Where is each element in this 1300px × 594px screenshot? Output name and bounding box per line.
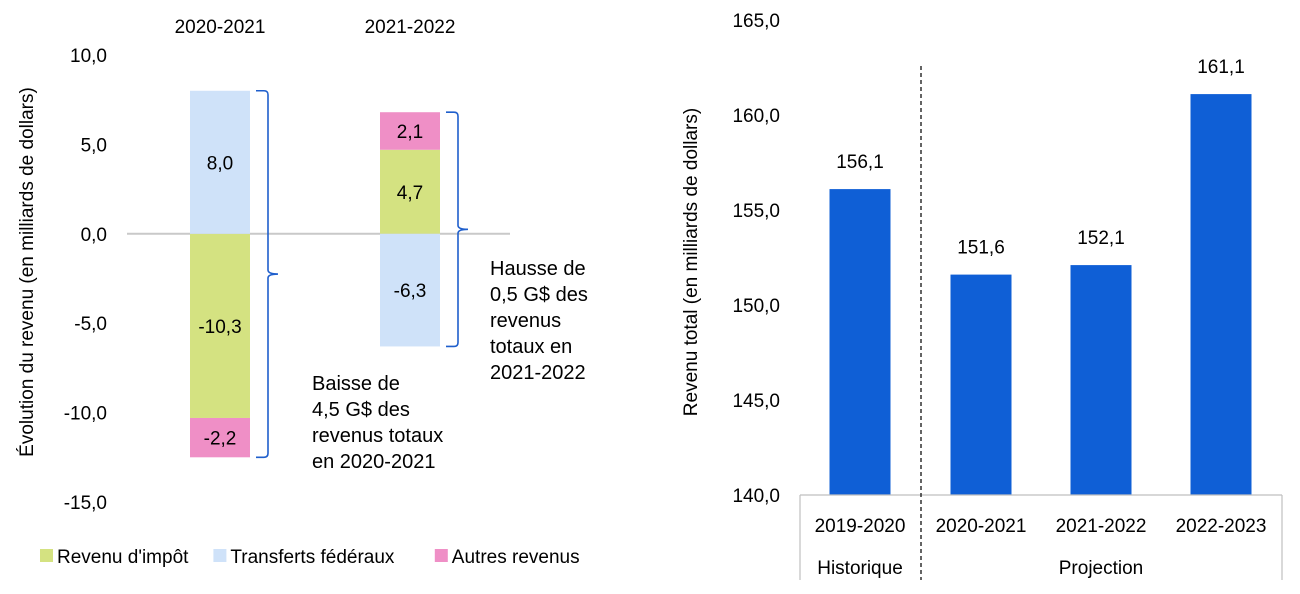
right-bar xyxy=(829,189,891,495)
left-y-tick-label: 0,0 xyxy=(81,225,107,246)
left-y-tick-label: 10,0 xyxy=(70,46,107,67)
legend-label: Revenu d'impôt xyxy=(57,547,189,568)
group-label: Historique xyxy=(817,558,903,579)
left-chart: Évolution du revenu (en milliards de dol… xyxy=(17,17,588,568)
right-y-axis-title: Revenu total (en milliards de dollars) xyxy=(681,108,702,416)
left-y-tick-label: -15,0 xyxy=(64,493,107,514)
left-segment-value-label: 2,1 xyxy=(397,122,423,143)
left-segment-value-label: 8,0 xyxy=(207,153,233,174)
left-segment-value-label: -6,3 xyxy=(394,281,427,302)
right-y-tick-label: 145,0 xyxy=(732,391,780,412)
left-bar-segment xyxy=(190,90,250,234)
left-segment-value-label: -10,3 xyxy=(198,317,241,338)
right-x-tick-label: 2020-2021 xyxy=(936,516,1027,537)
left-y-tick-label: -10,0 xyxy=(64,404,107,425)
legend-swatch xyxy=(434,549,448,562)
annotation-brace xyxy=(446,111,469,348)
annotation-text-line: Hausse de xyxy=(490,258,586,280)
right-bar-value-label: 156,1 xyxy=(836,152,884,173)
annotation-text-line: en 2020-2021 xyxy=(312,451,435,473)
right-bar-value-label: 152,1 xyxy=(1077,228,1125,249)
annotation-text-line: revenus totaux xyxy=(312,425,443,447)
left-segment-value-label: -2,2 xyxy=(204,429,237,450)
right-y-tick-label: 155,0 xyxy=(732,201,780,222)
left-y-tick-label: -5,0 xyxy=(74,314,107,335)
right-y-tick-label: 165,0 xyxy=(732,11,780,32)
annotation-text-line: 0,5 G$ des xyxy=(490,284,588,306)
legend-swatch xyxy=(40,549,53,562)
right-y-tick-label: 160,0 xyxy=(732,106,780,127)
left-y-tick-label: 5,0 xyxy=(81,135,107,156)
annotation-brace xyxy=(256,89,279,459)
right-bar xyxy=(1070,265,1132,495)
right-y-tick-label: 140,0 xyxy=(732,486,780,507)
right-x-tick-label: 2021-2022 xyxy=(1056,516,1147,537)
right-bar-value-label: 151,6 xyxy=(957,238,1005,259)
legend-swatch xyxy=(213,549,227,562)
right-x-tick-label: 2022-2023 xyxy=(1176,516,1267,537)
legend-label: Autres revenus xyxy=(452,547,580,568)
annotation-text-line: 4,5 G$ des xyxy=(312,399,410,421)
annotation-text-line: totaux en xyxy=(490,336,572,358)
left-category-label: 2020-2021 xyxy=(175,17,266,38)
left-bar-segment xyxy=(190,233,250,418)
annotation-text-line: 2021-2022 xyxy=(490,362,586,384)
legend-label: Transferts fédéraux xyxy=(230,547,395,568)
right-chart: Revenu total (en milliards de dollars) 1… xyxy=(681,11,1283,580)
annotation-text-line: Baisse de xyxy=(312,373,400,395)
right-bar xyxy=(1190,94,1252,495)
left-bar-segment xyxy=(380,149,440,234)
right-x-tick-label: 2019-2020 xyxy=(815,516,906,537)
annotation-text-line: revenus xyxy=(490,310,561,332)
left-segment-value-label: 4,7 xyxy=(397,183,423,204)
left-bar-segment xyxy=(190,417,250,458)
left-category-label: 2021-2022 xyxy=(365,17,456,38)
left-bar-segment xyxy=(380,112,440,150)
left-bar-segment xyxy=(380,233,440,347)
group-label: Projection xyxy=(1059,558,1144,579)
right-y-tick-label: 150,0 xyxy=(732,296,780,317)
right-bar-value-label: 161,1 xyxy=(1197,57,1245,78)
left-y-axis-title: Évolution du revenu (en milliards de dol… xyxy=(17,87,38,457)
right-bar xyxy=(950,274,1012,495)
